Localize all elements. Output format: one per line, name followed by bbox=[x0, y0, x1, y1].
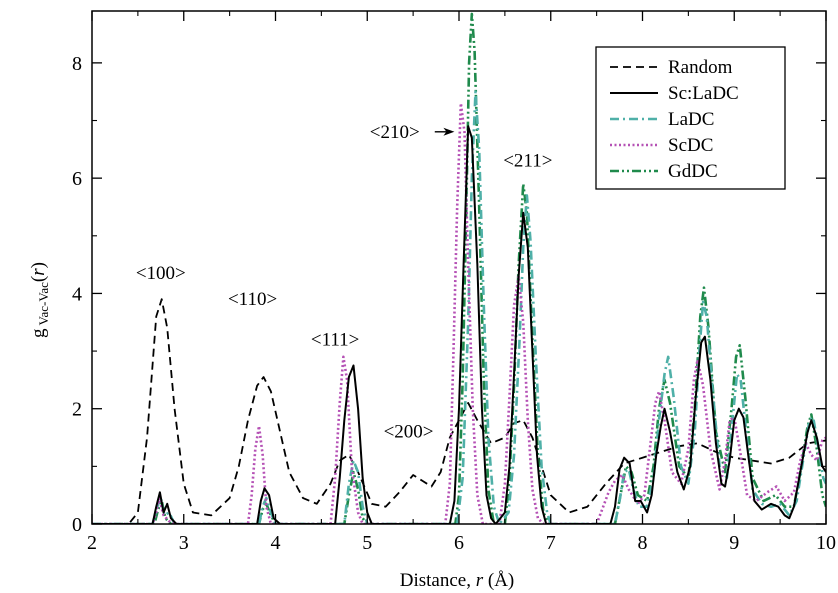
annotation-label: <110> bbox=[228, 289, 277, 310]
legend-label-sc-ladc: Sc:LaDC bbox=[668, 83, 739, 104]
legend-label-random: Random bbox=[668, 57, 733, 78]
x-tick-label: 4 bbox=[271, 532, 281, 554]
x-tick-label: 9 bbox=[729, 532, 739, 554]
legend: Random Sc:LaDC LaDC ScDC GdDC bbox=[595, 46, 786, 190]
y-tick-label: 6 bbox=[72, 168, 82, 190]
x-tick-label: 10 bbox=[816, 532, 836, 554]
annotations: <100> <110> <111> <200> <210> <211> bbox=[136, 122, 553, 443]
annotation-label: <111> bbox=[311, 329, 360, 350]
annotation-label: <100> bbox=[136, 263, 186, 284]
x-axis-label-prefix: Distance, bbox=[400, 570, 476, 591]
y-tick-label: 8 bbox=[72, 53, 82, 75]
x-tick-label: 6 bbox=[454, 532, 464, 554]
annotation-label: <200> bbox=[384, 422, 434, 443]
series-layer bbox=[92, 12, 826, 524]
legend-label-scdc: ScDC bbox=[668, 135, 713, 156]
legend-box bbox=[595, 46, 786, 190]
y-axis-label-main: g bbox=[28, 328, 49, 338]
series-line-sc-ladc bbox=[92, 125, 826, 524]
x-tick-label: 5 bbox=[362, 532, 372, 554]
series-line-scdc bbox=[92, 101, 826, 524]
annotation-arrow-head bbox=[443, 127, 455, 136]
series-line-random bbox=[92, 298, 826, 524]
y-tick-label: 0 bbox=[72, 514, 82, 536]
x-tick-label: 2 bbox=[87, 532, 97, 554]
y-axis-label-arg-close: ) bbox=[28, 262, 49, 268]
y-axis-label: g Vac-Vac(r) bbox=[28, 262, 51, 338]
annotation-label: <210> bbox=[370, 122, 420, 143]
x-tick-label: 7 bbox=[546, 532, 556, 554]
series-line-ladc bbox=[92, 90, 826, 524]
y-axis-label-arg-open: ( bbox=[28, 276, 49, 282]
x-axis-label-var: r bbox=[476, 570, 484, 591]
y-tick-label: 4 bbox=[72, 283, 82, 305]
y-axis-label-sub: Vac-Vac bbox=[36, 282, 51, 326]
x-tick-label: 8 bbox=[638, 532, 648, 554]
x-tick-label: 3 bbox=[179, 532, 189, 554]
annotation-label: <211> bbox=[503, 151, 552, 172]
y-tick-label: 2 bbox=[72, 399, 82, 421]
legend-label-gddc: GdDC bbox=[668, 161, 718, 182]
y-axis-label-arg: r bbox=[28, 268, 49, 276]
legend-label-ladc: LaDC bbox=[668, 109, 714, 130]
x-axis-label: Distance, r (Å) bbox=[400, 570, 515, 591]
x-axis-label-unit: (Å) bbox=[483, 570, 514, 591]
